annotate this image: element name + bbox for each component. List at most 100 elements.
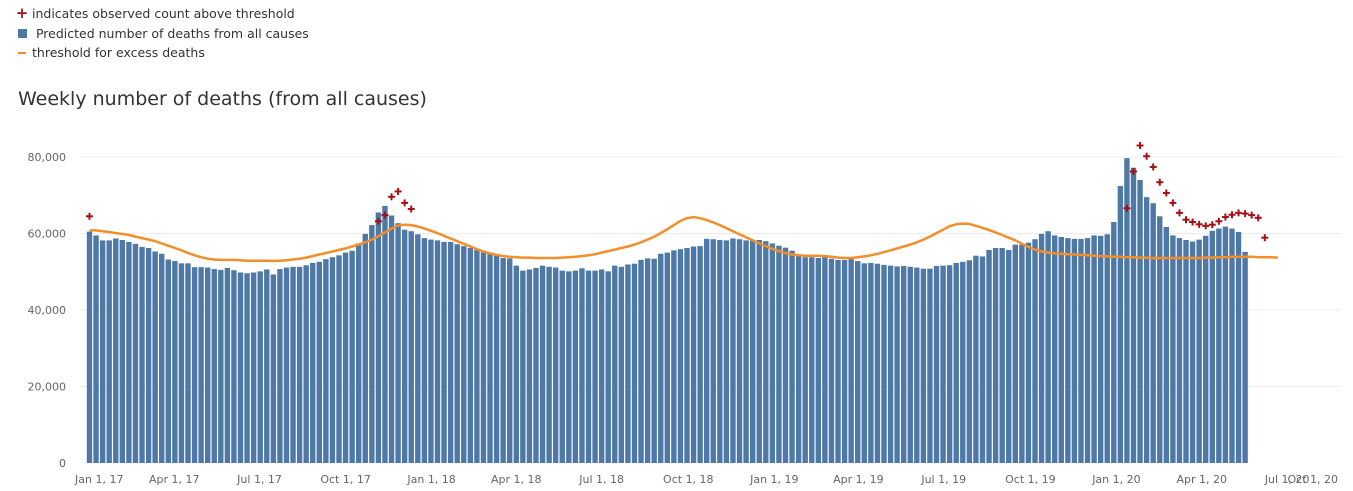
bar: [841, 259, 848, 463]
bar: [1143, 197, 1150, 463]
bar: [1130, 167, 1137, 463]
bar: [198, 267, 204, 463]
bar: [185, 263, 191, 463]
bar: [802, 257, 808, 463]
bar: [743, 240, 749, 463]
bar: [467, 248, 474, 463]
bar: [559, 270, 565, 463]
bar: [290, 266, 296, 463]
bar: [822, 257, 828, 463]
x-tick-label: Jul 1, 17: [236, 473, 282, 486]
bar: [907, 266, 913, 463]
observed-marker: [1215, 217, 1223, 225]
observed-marker: [407, 205, 415, 213]
bar: [809, 257, 815, 463]
bar: [224, 267, 231, 463]
observed-marker: [388, 193, 396, 201]
bar: [388, 215, 395, 463]
bar: [257, 271, 263, 463]
bar: [776, 245, 782, 463]
x-tick-label: Jan 1, 17: [74, 473, 123, 486]
bar: [1111, 222, 1117, 463]
bar: [99, 240, 106, 463]
bar: [415, 234, 421, 463]
bar: [684, 248, 690, 463]
legend-label-threshold: threshold for excess deaths: [32, 45, 205, 61]
bar: [894, 266, 900, 463]
bar-square-icon: [14, 28, 30, 38]
threshold-line-icon: [14, 51, 30, 54]
bar: [644, 258, 651, 463]
x-tick-label: Apr 1, 17: [149, 473, 200, 486]
bar: [441, 241, 447, 463]
observed-marker: [1162, 189, 1170, 197]
observed-marker: [1123, 204, 1131, 212]
bar: [677, 249, 684, 463]
bar: [717, 240, 723, 463]
bar: [585, 270, 592, 463]
y-tick-label: 0: [59, 457, 66, 470]
bar: [421, 238, 428, 463]
bar: [1157, 216, 1163, 463]
bar: [500, 257, 506, 463]
observed-marker: [401, 199, 409, 207]
bar: [1203, 235, 1209, 463]
bar: [933, 266, 940, 463]
bar: [1038, 233, 1045, 463]
bar: [1065, 238, 1071, 463]
bar: [979, 256, 986, 463]
bar: [881, 264, 887, 463]
bar: [848, 259, 854, 463]
bar: [428, 239, 434, 463]
bar: [480, 252, 487, 463]
bar: [782, 247, 789, 463]
bar: [1012, 244, 1019, 463]
bar: [106, 240, 112, 463]
bar: [520, 270, 526, 463]
bar: [231, 270, 237, 463]
bar: [815, 257, 822, 463]
bar: [447, 241, 454, 463]
x-tick-label: Jan 1, 18: [406, 473, 455, 486]
bar: [631, 263, 638, 463]
observed-marker: [1149, 163, 1157, 171]
bar: [152, 251, 158, 463]
bar: [507, 258, 513, 463]
bar: [1071, 238, 1078, 463]
observed-marker: [1169, 199, 1177, 207]
bar: [736, 239, 743, 463]
legend-item-threshold: threshold for excess deaths: [14, 43, 309, 63]
bar: [264, 269, 270, 463]
bar: [598, 269, 605, 463]
x-tick-label: Jul 1, 18: [578, 473, 624, 486]
bar: [1025, 242, 1032, 463]
bar: [172, 261, 178, 463]
bar: [697, 246, 703, 463]
bar: [749, 240, 756, 463]
bar: [960, 261, 966, 463]
bar: [474, 249, 480, 463]
bar: [277, 269, 283, 463]
bar: [618, 266, 625, 463]
bar: [1019, 244, 1025, 463]
bar: [612, 265, 618, 463]
legend-item-observed: + indicates observed count above thresho…: [14, 4, 309, 24]
bar: [237, 272, 244, 463]
bar: [1117, 186, 1124, 463]
x-tick-label: Oct 1, 19: [1005, 473, 1056, 486]
bar: [533, 267, 539, 463]
bar: [671, 250, 677, 463]
observed-marker: [1182, 216, 1190, 224]
bar: [999, 248, 1005, 463]
bar: [218, 269, 224, 463]
observed-marker: [1136, 142, 1144, 150]
bar: [855, 261, 861, 463]
observed-marker: [1195, 220, 1203, 228]
legend-label-predicted: Predicted number of deaths from all caus…: [32, 25, 309, 41]
bar: [1222, 226, 1229, 463]
bar: [526, 269, 533, 463]
bar: [1242, 251, 1248, 463]
x-tick-label: Apr 1, 18: [491, 473, 542, 486]
bar: [375, 212, 382, 463]
